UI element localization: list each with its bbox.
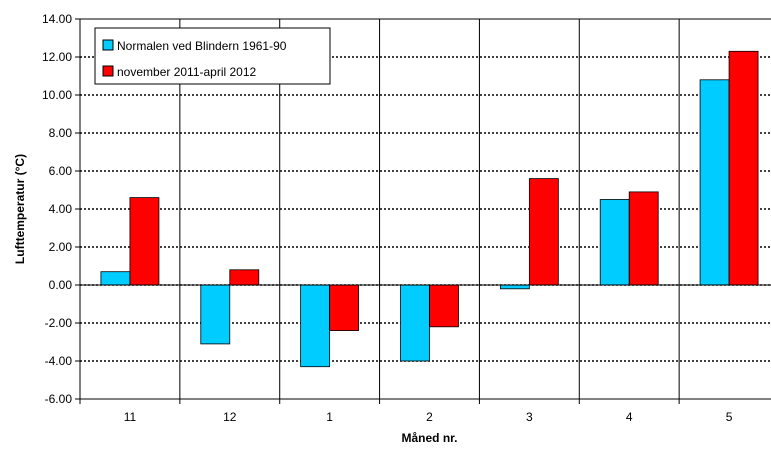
bar-normal-2: [400, 284, 430, 362]
y-tick-label: 6.00: [49, 164, 73, 178]
x-tick-label: 12: [223, 410, 237, 424]
legend-swatch-normal: [102, 39, 114, 51]
y-tick-label: 2.00: [49, 240, 73, 254]
y-tick-label: -6.00: [45, 392, 73, 406]
bar-normal-3: [499, 284, 530, 290]
bar-normal-4: [599, 199, 630, 286]
bar-2011-2012-4: [628, 191, 659, 286]
bar-2011-2012-3: [528, 178, 559, 286]
y-tick-label: 14.00: [42, 12, 72, 26]
x-tick-label: 4: [626, 410, 633, 424]
legend-label-2011-2012: november 2011-april 2012: [117, 65, 257, 79]
axes-layer: [75, 18, 771, 404]
y-tick-label: -4.00: [45, 354, 73, 368]
bar-normal-5: [699, 79, 730, 286]
tick-labels: -6.00 -4.00 -2.00 0.00 2.00 4.00 6.00 8.00 10.00…: [42, 12, 733, 424]
legend-box: [94, 27, 331, 85]
y-tick-label: 4.00: [49, 202, 73, 216]
bar-normal-12: [200, 284, 231, 345]
bar-normal-1: [300, 284, 331, 368]
bar-2011-2012-1: [329, 284, 360, 331]
y-tick-label: 0.00: [49, 278, 73, 292]
x-tick-label: 2: [426, 410, 433, 424]
bars-layer: [100, 50, 759, 368]
x-axis-title: Måned nr.: [401, 431, 457, 445]
x-tick-label: 5: [726, 410, 733, 424]
x-tick-label: 1: [326, 410, 333, 424]
bar-normal-11: [100, 271, 131, 286]
x-tick-label: 3: [526, 410, 533, 424]
y-tick-label: -2.00: [45, 316, 73, 330]
legend-label-normal: Normalen ved Blindern 1961-90: [117, 39, 287, 53]
bar-2011-2012-5: [728, 50, 759, 286]
y-tick-label: 10.00: [42, 88, 72, 102]
bar-2011-2012-2: [429, 284, 459, 328]
legend-swatch-2011-2012: [102, 65, 114, 77]
bar-2011-2012-12: [229, 269, 260, 286]
legend: Normalen ved Blindern 1961-90 november 2…: [94, 27, 331, 85]
x-tick-label: 11: [124, 410, 137, 424]
y-tick-label: 8.00: [49, 126, 73, 140]
y-tick-label: 12.00: [42, 50, 72, 64]
y-axis-title: Lufttemperatur (°C): [13, 154, 27, 264]
bar-2011-2012-11: [129, 197, 160, 286]
